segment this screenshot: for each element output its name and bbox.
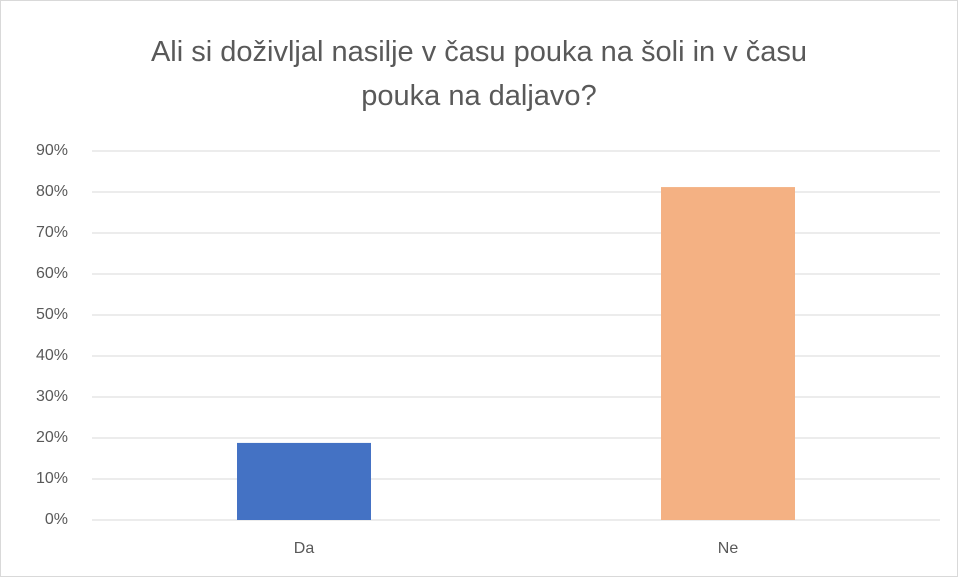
y-tick-label: 90%: [36, 142, 68, 159]
bar: [661, 187, 795, 520]
x-tick-label: Da: [294, 540, 315, 557]
y-tick-label: 80%: [36, 183, 68, 200]
bar: [237, 442, 371, 520]
y-tick-label: 70%: [36, 224, 68, 241]
y-tick-label: 30%: [36, 388, 68, 405]
y-tick-label: 0%: [45, 511, 68, 528]
x-tick-label: Ne: [718, 540, 739, 557]
y-tick-label: 40%: [36, 347, 68, 364]
y-tick-label: 60%: [36, 265, 68, 282]
y-tick-label: 10%: [36, 470, 68, 487]
y-tick-label: 50%: [36, 306, 68, 323]
chart-title: Ali si doživljal nasilje v času pouka na…: [150, 36, 808, 112]
y-tick-label: 20%: [36, 429, 68, 446]
